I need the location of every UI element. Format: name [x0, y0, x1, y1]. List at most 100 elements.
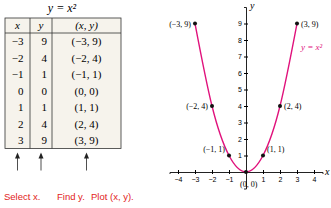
- table-cell: 4: [42, 118, 48, 130]
- y-tick-mark: [244, 57, 248, 58]
- table-cell: 4: [42, 52, 48, 64]
- x-tick-label: 4: [313, 176, 317, 183]
- table-border: [5, 18, 121, 149]
- point: [193, 22, 197, 26]
- data-label: (2, 4): [284, 102, 302, 111]
- table-header: (x, y): [75, 19, 98, 32]
- y-axis: 1 2 3 4 5 6 7 8 9: [238, 8, 248, 190]
- x-tick: −4: [175, 170, 183, 183]
- caption-arrows: [15, 153, 89, 171]
- x-tick-mark: [212, 170, 213, 174]
- y-tick-label: 2: [238, 136, 242, 143]
- y-tick-mark: [244, 106, 248, 107]
- caption: Find y.: [57, 191, 85, 202]
- x-tick-mark: [263, 170, 264, 174]
- y-tick: 2: [238, 136, 248, 143]
- data-label: (0, 0): [240, 180, 258, 189]
- x-tick-label: 3: [296, 176, 300, 183]
- caption: Select x.: [4, 191, 40, 202]
- point: [210, 104, 214, 108]
- table-cell: (0, 0): [75, 85, 99, 98]
- x-axis-label: x: [324, 166, 330, 177]
- point: [278, 104, 282, 108]
- x-tick: 3: [296, 170, 300, 183]
- y-tick-mark: [244, 40, 248, 41]
- data-label: (−1, 1): [203, 145, 225, 154]
- table-cell: (−1, 1): [71, 68, 101, 81]
- x-tick-label: −3: [192, 176, 200, 183]
- arrow-head: [39, 153, 44, 159]
- y-tick-label: 7: [238, 53, 242, 60]
- point: [261, 154, 265, 158]
- table-cell: (−2, 4): [71, 52, 101, 65]
- table-cell: (1, 1): [75, 101, 99, 114]
- table-cell: 3: [18, 134, 24, 146]
- point: [295, 22, 299, 26]
- x-tick-mark: [229, 170, 230, 174]
- x-tick-mark: [314, 170, 315, 174]
- y-tick: 7: [238, 53, 248, 60]
- figure: y = x² x y (x, y) −3 9 (−3, 9) −2 4 (−2, 4) −1 1 (−1…: [0, 0, 331, 208]
- table-cell: 1: [42, 101, 48, 113]
- y-tick: 8: [238, 37, 248, 44]
- table-column-rule: [30, 18, 31, 149]
- y-tick-label: 8: [238, 37, 242, 44]
- x-tick: −1: [226, 170, 234, 183]
- y-tick-label: 1: [238, 152, 242, 159]
- x-tick-mark: [195, 170, 196, 174]
- table-cell: 0: [42, 85, 48, 97]
- point: [244, 170, 248, 174]
- x-tick-mark: [297, 170, 298, 174]
- x-tick: −3: [192, 170, 200, 183]
- plot-marks: [193, 22, 299, 175]
- y-tick-label: 3: [238, 119, 242, 126]
- curve: [195, 24, 297, 173]
- table-header: x: [14, 19, 20, 31]
- x-tick-label: −2: [209, 176, 217, 183]
- arrow-head: [84, 153, 89, 159]
- point: [227, 154, 231, 158]
- x-tick-mark: [178, 170, 179, 174]
- y-tick: 5: [238, 86, 248, 93]
- table-header: y: [38, 19, 44, 31]
- x-tick-mark: [280, 170, 281, 174]
- y-axis-label: y: [249, 0, 255, 11]
- y-axis-line: [244, 8, 247, 190]
- x-tick: 1: [262, 170, 266, 183]
- table-cell: −3: [12, 35, 24, 47]
- data-label: (1, 1): [267, 145, 285, 154]
- y-tick-label: 5: [238, 86, 242, 93]
- x-tick-label: 1: [262, 176, 266, 183]
- table-column-rule: [52, 18, 53, 149]
- y-tick: 1: [238, 152, 248, 159]
- table-cell: 0: [18, 85, 24, 97]
- table-cell: (2, 4): [75, 118, 99, 131]
- series-label: y = x²: [300, 42, 323, 52]
- data-label: (3, 9): [301, 20, 319, 29]
- x-tick-label: −1: [226, 176, 234, 183]
- table-cell: 9: [42, 134, 48, 146]
- y-tick-mark: [244, 156, 248, 157]
- table-title: y = x²: [47, 1, 77, 15]
- y-tick: 4: [238, 103, 248, 110]
- x-tick: 4: [313, 170, 317, 183]
- y-tick-label: 6: [238, 70, 242, 77]
- data-label: (−2, 4): [186, 102, 208, 111]
- table-cell: −1: [12, 68, 24, 80]
- table: y = x²xy(x, y)−39(−3, 9)−24(−2, 4)−11(−1…: [5, 1, 121, 149]
- x-tick: 2: [279, 170, 283, 183]
- table-cell: 1: [18, 101, 24, 113]
- x-tick: −2: [209, 170, 217, 183]
- table-cell: (3, 9): [75, 134, 99, 147]
- y-tick: 3: [238, 119, 248, 126]
- table-cell: (−3, 9): [71, 35, 101, 48]
- x-tick-label: −4: [175, 176, 183, 183]
- y-tick-mark: [244, 123, 248, 124]
- table-cell: 9: [42, 35, 48, 47]
- x-tick-label: 2: [279, 176, 283, 183]
- chart: −4−3−2−11234123456789xy(−3, 9)(−2, 4)(−1…: [169, 0, 330, 189]
- y-tick-mark: [244, 90, 248, 91]
- y-tick-mark: [244, 139, 248, 140]
- y-tick: 9: [238, 20, 248, 27]
- y-tick-label: 4: [238, 103, 242, 110]
